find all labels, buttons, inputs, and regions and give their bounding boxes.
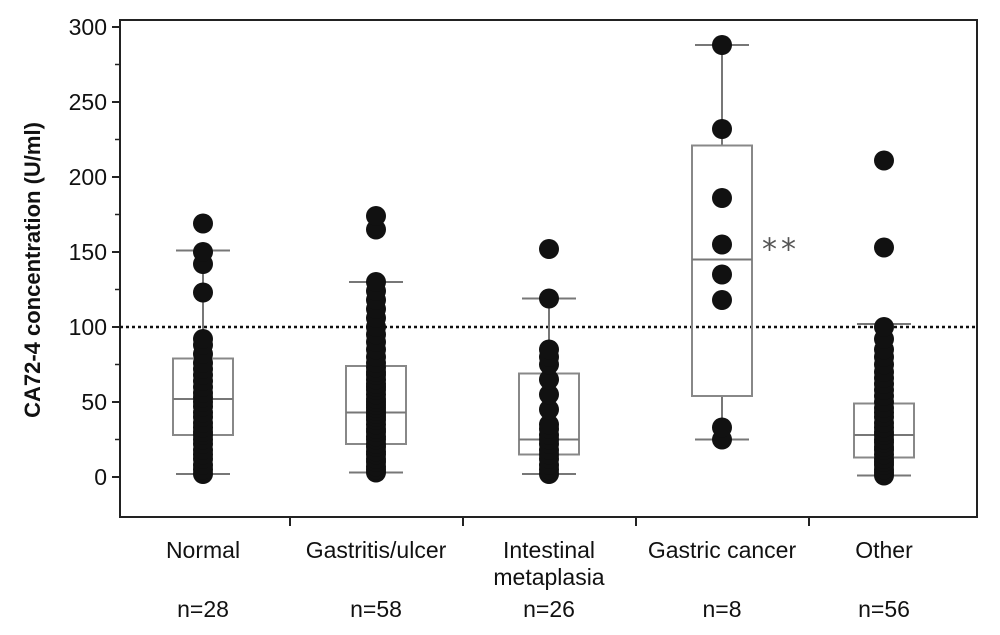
data-point (366, 272, 386, 292)
y-tick-label-0: 0 (94, 464, 107, 490)
sample-size-3: n=8 (702, 596, 741, 622)
data-point (193, 213, 213, 234)
data-point (712, 290, 732, 310)
category-label-line2-2: metaplasia (493, 564, 604, 590)
data-point (539, 288, 559, 309)
plot-frame (119, 19, 978, 518)
data-point (193, 282, 213, 303)
data-point (874, 150, 894, 171)
category-labels: Normal n=28 Gastritis/ulcer n=58 Intestinalm… (166, 537, 913, 622)
data-point (874, 317, 894, 337)
data-point (874, 237, 894, 258)
data-point (712, 35, 732, 55)
data-point (712, 234, 732, 255)
category-label-3: Gastric cancer (648, 537, 797, 563)
y-tick-label-150: 150 (69, 239, 107, 265)
y-tick-label-100: 100 (69, 314, 107, 340)
y-axis-label: CA72-4 concentration (U/ml) (20, 122, 45, 418)
data-point (712, 188, 732, 208)
data-point (539, 399, 559, 420)
data-point (539, 384, 559, 405)
y-tick-label-300: 300 (69, 14, 107, 40)
category-label-4: Other (855, 537, 913, 563)
y-tick-label-250: 250 (69, 89, 107, 115)
group-2 (518, 239, 580, 484)
y-tick-label-200: 200 (69, 164, 107, 190)
data-point (193, 242, 213, 262)
data-point (539, 339, 559, 360)
data-point (539, 369, 559, 390)
sample-size-1: n=58 (350, 596, 402, 622)
data-point (712, 417, 732, 438)
group-1 (345, 206, 407, 483)
box-iqr (691, 144, 753, 397)
category-label-0: Normal (166, 537, 240, 563)
group-0 (172, 213, 234, 484)
data-point (366, 206, 386, 226)
significance-annotation: ** (762, 233, 800, 268)
sample-size-0: n=28 (177, 596, 229, 622)
category-label-1: Gastritis/ulcer (306, 537, 447, 563)
data-point (539, 414, 559, 435)
data-point (712, 119, 732, 139)
group-3 (691, 35, 753, 450)
data-point (193, 329, 213, 349)
y-axis: 0 50 100 150 200 250 300 (69, 14, 810, 526)
sample-size-2: n=26 (523, 596, 575, 622)
category-label-2: Intestinal (503, 537, 595, 563)
y-tick-label-50: 50 (81, 389, 107, 415)
groups-layer (172, 35, 915, 486)
group-4 (853, 150, 915, 486)
data-point (539, 239, 559, 259)
data-point (712, 264, 732, 285)
sample-size-4: n=56 (858, 596, 910, 622)
